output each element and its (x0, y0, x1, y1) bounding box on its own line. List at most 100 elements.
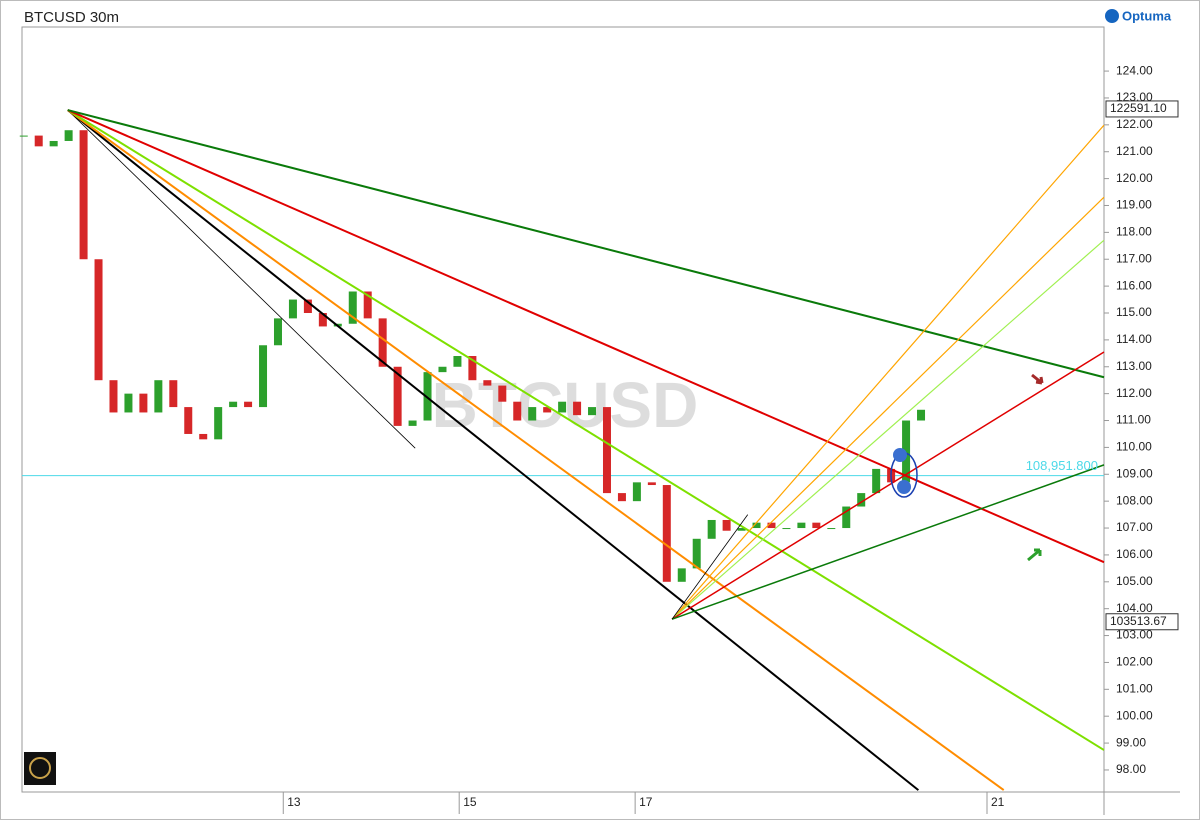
candle (842, 506, 851, 529)
y-tick-label: 116.00 (1116, 278, 1152, 292)
x-tick-label: 15 (463, 795, 477, 809)
trendline (67, 109, 1005, 791)
trendline (67, 109, 920, 791)
y-tick-label: 108.00 (1116, 493, 1153, 507)
candle (94, 259, 103, 381)
horizontal-line-label: 108,951.800 (1026, 458, 1098, 473)
y-tick-label: 104.00 (1116, 601, 1153, 615)
trendline (671, 196, 1105, 620)
y-tick-label: 102.00 (1116, 655, 1153, 669)
x-tick-label: 13 (287, 795, 301, 809)
candle (49, 140, 58, 147)
trendline (671, 464, 1105, 620)
candle (707, 519, 716, 539)
y-tick-label: 119.00 (1116, 198, 1152, 212)
candle (483, 380, 492, 386)
candle (692, 538, 701, 569)
signal-icon (893, 448, 907, 462)
candle (812, 522, 821, 529)
y-tick-label: 100.00 (1116, 708, 1153, 722)
y-tick-label: 124.00 (1116, 63, 1153, 77)
trendline (67, 109, 1105, 379)
candle (184, 407, 193, 434)
trendline (67, 109, 416, 449)
brand[interactable]: Optuma (1122, 8, 1172, 23)
candle (109, 380, 118, 413)
candle (214, 407, 223, 440)
candle (917, 409, 926, 421)
candle (797, 522, 806, 529)
y-tick-label: 121.00 (1116, 144, 1153, 158)
candle (199, 433, 208, 440)
candle (573, 401, 582, 416)
y-tick-label: 103.00 (1116, 628, 1153, 642)
candle (902, 420, 911, 483)
x-tick-label: 21 (991, 795, 1005, 809)
candle (513, 401, 522, 421)
y-tick-label: 110.00 (1116, 440, 1152, 454)
logo (24, 752, 56, 785)
candle (423, 372, 432, 421)
candle (468, 356, 477, 381)
candle (767, 522, 776, 529)
trendline (671, 124, 1105, 620)
candle (498, 385, 507, 402)
candle (872, 468, 881, 494)
candle (288, 299, 297, 319)
candle (617, 493, 626, 502)
candle (752, 522, 761, 529)
y-tick-label: 101.00 (1116, 681, 1153, 695)
candle (602, 407, 611, 494)
candle (318, 313, 327, 327)
y-tick-label: 122.00 (1116, 117, 1153, 131)
y-tick-label: 98.00 (1116, 762, 1146, 776)
candle (453, 356, 462, 367)
y-tick-label: 107.00 (1116, 520, 1153, 534)
y-tick-label: 115.00 (1116, 305, 1152, 319)
candle (169, 380, 178, 408)
price-label-box (1105, 100, 1179, 118)
brand-icon (1105, 9, 1119, 23)
y-tick-label: 106.00 (1116, 547, 1153, 561)
y-tick-label: 105.00 (1116, 574, 1153, 588)
price-label: 103513.67 (1110, 614, 1167, 628)
y-tick-label: 113.00 (1116, 359, 1152, 373)
y-tick-label: 118.00 (1116, 225, 1152, 239)
candle (647, 482, 656, 486)
trendline (67, 109, 1105, 751)
arrow-up (1027, 548, 1042, 562)
candle (438, 366, 447, 373)
candle (558, 401, 567, 413)
candle (124, 393, 133, 413)
y-tick-label: 117.00 (1116, 251, 1152, 265)
candle (543, 407, 552, 413)
candle (154, 380, 163, 413)
candle (408, 420, 417, 426)
candle (677, 568, 686, 582)
y-tick-label: 112.00 (1116, 386, 1152, 400)
candle (244, 401, 253, 408)
x-tick-label: 17 (639, 795, 653, 809)
candle (393, 366, 402, 426)
y-tick-label: 114.00 (1116, 332, 1152, 346)
candle (79, 130, 88, 260)
signal-icon (897, 480, 911, 494)
candle (528, 407, 537, 421)
candle (273, 318, 282, 346)
candle (19, 135, 28, 137)
candle (782, 528, 791, 530)
candle (363, 291, 372, 319)
trendline (671, 514, 749, 620)
trendline (67, 109, 1105, 564)
candle (259, 345, 268, 408)
candle (588, 407, 597, 416)
candle (139, 393, 148, 413)
trendline (671, 239, 1105, 620)
candle (303, 299, 312, 314)
candle (722, 519, 731, 531)
trendline (671, 351, 1105, 620)
candle (378, 318, 387, 367)
candle (857, 493, 866, 507)
